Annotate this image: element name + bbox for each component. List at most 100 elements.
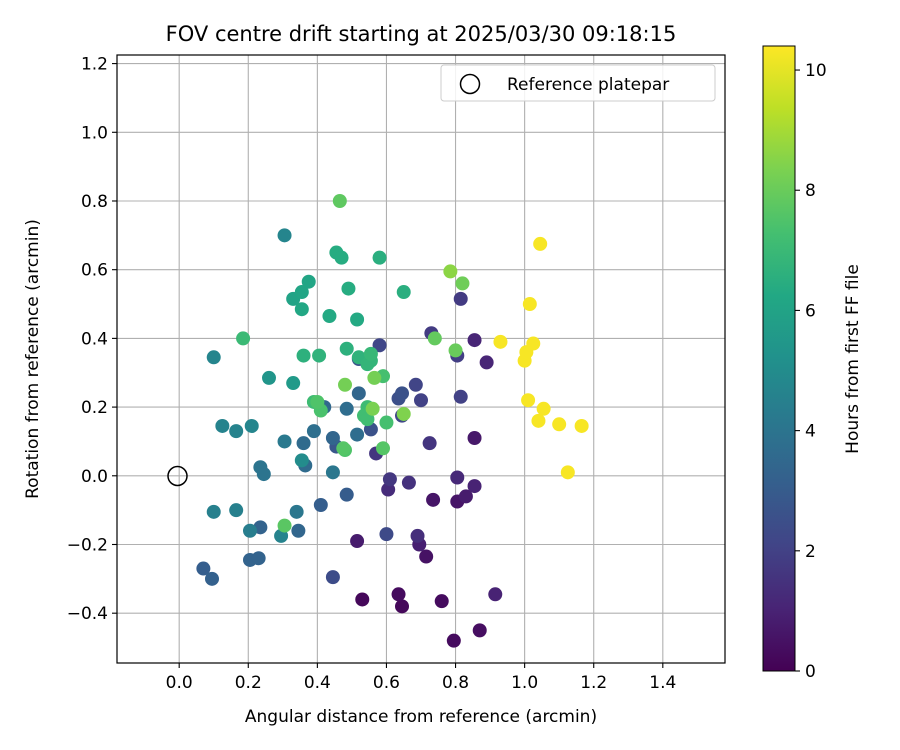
scatter-point (229, 503, 244, 518)
colorbar-tick-label: 0 (805, 662, 816, 682)
scatter-point (401, 475, 416, 490)
scatter-point (552, 417, 567, 432)
scatter-point (365, 401, 380, 416)
scatter-point (560, 465, 575, 480)
x-tick-label: 1.0 (511, 673, 538, 693)
scatter-point (521, 393, 536, 408)
scatter-point (325, 431, 340, 446)
y-axis-ticks: −0.4 −0.2 0.0 0.2 0.4 0.6 0.8 1.0 1.2 (67, 55, 117, 624)
scatter-point (206, 350, 221, 365)
scatter-point (253, 460, 268, 475)
scatter-point (467, 333, 482, 348)
scatter-point (243, 523, 257, 538)
legend-label: Reference platepar (507, 75, 669, 95)
y-tick-label: 0.0 (81, 467, 108, 487)
scatter-point (289, 504, 304, 519)
x-axis-label: Angular distance from reference (arcmin) (245, 707, 597, 727)
x-tick-label: 0.4 (304, 673, 331, 693)
scatter-point (277, 518, 292, 533)
scatter-point (522, 297, 537, 312)
scatter-point (533, 236, 548, 251)
scatter-point (351, 386, 366, 401)
scatter-point (205, 571, 219, 586)
scatter-point (339, 401, 354, 416)
scatter-point (325, 465, 340, 480)
chart-title: FOV centre drift starting at 2025/03/30 … (166, 22, 677, 46)
scatter-point (574, 418, 589, 433)
scatter-point (244, 418, 259, 433)
scatter-point (350, 534, 365, 549)
scatter-point (310, 394, 325, 409)
scatter-point (350, 312, 365, 327)
colorbar (762, 45, 796, 672)
scatter-point (313, 497, 328, 512)
legend: Reference platepar (440, 64, 716, 102)
x-tick-label: 1.2 (580, 673, 607, 693)
colorbar-ticks: 0 2 4 6 8 10 (795, 61, 827, 682)
scatter-point (338, 377, 352, 392)
scatter-point (301, 274, 316, 289)
colorbar-tick-label: 4 (805, 422, 816, 442)
x-tick-label: 1.4 (649, 673, 676, 693)
y-tick-label: 0.6 (81, 261, 108, 281)
y-tick-label: 1.2 (81, 55, 108, 75)
scatter-point (448, 343, 463, 358)
scatter-point (479, 355, 494, 370)
scatter-point (215, 418, 230, 433)
scatter-point (325, 570, 340, 585)
scatter-point (434, 594, 449, 609)
scatter-point (536, 401, 551, 416)
scatter-point (291, 523, 306, 538)
scatter-point (531, 413, 546, 428)
scatter-point (443, 264, 458, 279)
scatter-point (336, 441, 351, 456)
scatter-point (296, 348, 311, 363)
x-tick-label: 0.0 (166, 673, 193, 693)
colorbar-tick-label: 6 (805, 301, 816, 321)
scatter-point (395, 599, 409, 614)
legend-marker (459, 73, 481, 95)
scatter-point (379, 527, 394, 542)
colorbar-label: Hours from first FF file (843, 264, 863, 454)
scatter-point (229, 424, 244, 439)
scatter-point (312, 348, 327, 363)
scatter-point (414, 393, 428, 408)
scatter-point (296, 436, 311, 451)
scatter-point (251, 551, 266, 566)
x-tick-label: 0.2 (235, 673, 262, 693)
scatter-point (196, 561, 211, 576)
scatter-point (396, 285, 411, 300)
x-axis-ticks: 0.0 0.2 0.4 0.6 0.8 1.0 1.2 1.4 (166, 663, 676, 693)
colorbar-tick-label: 2 (805, 542, 816, 562)
scatter-point (206, 504, 221, 519)
scatter-point (382, 472, 397, 487)
data-points (196, 193, 589, 648)
y-tick-label: 0.8 (81, 192, 108, 212)
scatter-point (450, 470, 465, 485)
y-tick-label: −0.2 (67, 535, 108, 555)
x-tick-label: 0.6 (373, 673, 400, 693)
x-tick-label: 0.8 (442, 673, 469, 693)
scatter-point (488, 587, 503, 602)
y-tick-label: 0.2 (81, 398, 108, 418)
scatter-point (453, 389, 468, 404)
scatter-point (455, 276, 470, 291)
scatter-point (294, 302, 309, 317)
legend-box (440, 64, 716, 102)
scatter-point (360, 412, 375, 427)
scatter-point (355, 592, 370, 607)
scatter-point (286, 376, 301, 391)
scatter-point (372, 338, 387, 353)
scatter-point (395, 386, 409, 401)
scatter-point (372, 250, 387, 265)
scatter-point (472, 623, 487, 638)
colorbar-tick-label: 10 (805, 61, 827, 81)
scatter-point (376, 441, 390, 456)
scatter-point (277, 434, 292, 449)
scatter-point (410, 528, 425, 543)
scatter-point (341, 281, 356, 296)
colorbar-tick-label: 8 (805, 181, 816, 201)
scatter-point (458, 489, 473, 504)
scatter-point (419, 549, 434, 564)
